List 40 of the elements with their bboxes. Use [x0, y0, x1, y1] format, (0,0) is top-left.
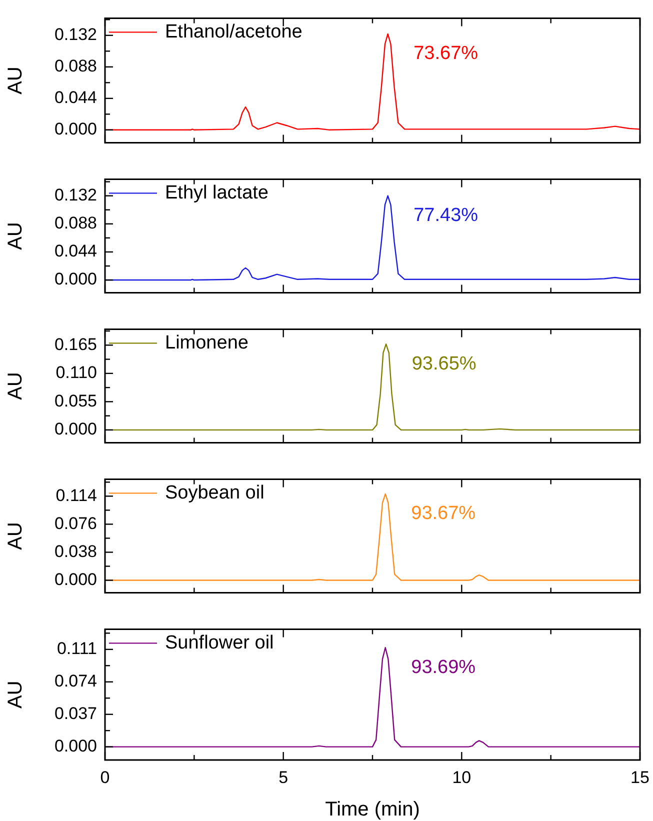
legend-label: Ethanol/acetone: [165, 21, 302, 42]
y-axis-title: AU: [4, 222, 27, 250]
annotation: 77.43%: [414, 205, 478, 226]
y-tick-label: 0.132: [54, 185, 97, 204]
y-tick-label: 0.000: [54, 736, 97, 756]
y-tick-label: 0.110: [56, 363, 97, 382]
annotation: 73.67%: [414, 43, 478, 64]
annotation: 93.67%: [411, 503, 476, 524]
y-axis-title: AU: [4, 66, 27, 94]
annotation: 93.69%: [411, 656, 476, 678]
x-tick-label: 0: [100, 768, 110, 787]
legend-label: Ethyl lactate: [165, 182, 268, 204]
y-tick-label: 0.044: [54, 242, 97, 261]
x-tick-label: 10: [452, 768, 472, 787]
y-tick-label: 0.132: [54, 25, 97, 44]
y-tick-label: 0.076: [54, 514, 97, 533]
y-tick-label: 0.000: [54, 270, 97, 289]
annotation: 93.65%: [412, 353, 476, 374]
y-tick-label: 0.000: [54, 420, 97, 439]
y-tick-label: 0.055: [54, 391, 97, 410]
y-axis-title: AU: [4, 522, 27, 550]
y-tick-label: 0.044: [54, 88, 97, 108]
y-tick-label: 0.088: [54, 56, 97, 76]
x-tick-label: 15: [630, 768, 650, 787]
y-tick-label: 0.088: [54, 214, 97, 233]
y-tick-label: 0.114: [56, 486, 97, 505]
y-tick-label: 0.111: [56, 639, 97, 658]
y-tick-label: 0.074: [54, 672, 97, 691]
y-tick-label: 0.038: [54, 542, 97, 561]
legend-label: Sunflower oil: [165, 632, 274, 654]
y-tick-label: 0.165: [54, 334, 97, 354]
x-tick-label: 5: [278, 768, 288, 787]
legend-label: Limonene: [165, 332, 248, 354]
legend-label: Soybean oil: [165, 482, 264, 504]
x-axis-title: Time (min): [325, 798, 420, 821]
y-tick-label: 0.000: [54, 570, 97, 589]
y-axis-title: AU: [4, 680, 27, 708]
y-tick-label: 0.000: [54, 120, 97, 139]
y-axis-title: AU: [4, 372, 27, 400]
y-tick-label: 0.037: [54, 704, 97, 724]
